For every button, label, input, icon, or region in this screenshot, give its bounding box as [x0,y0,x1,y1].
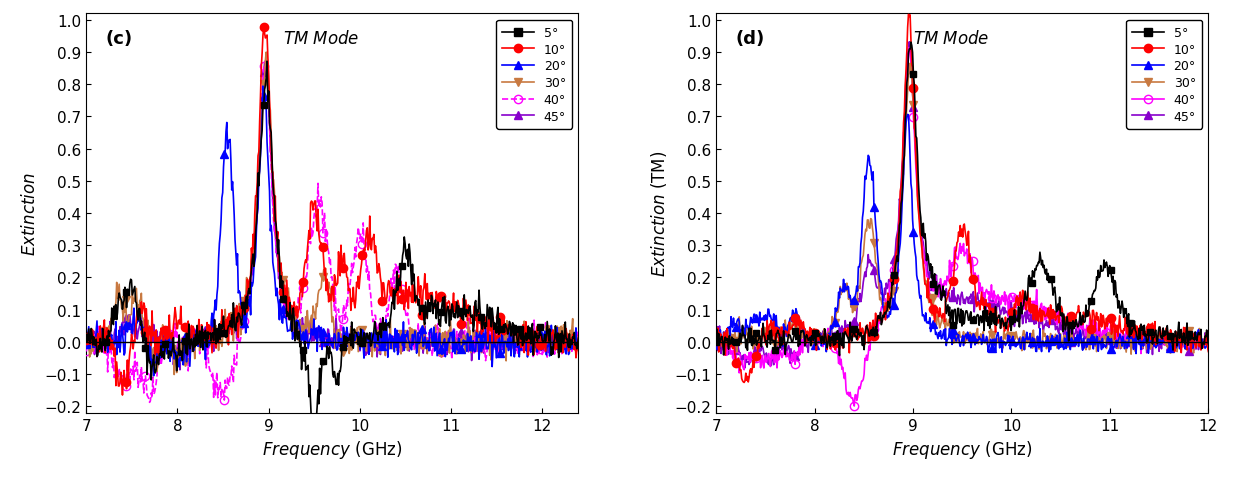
X-axis label: $\it{Frequency}$ (GHz): $\it{Frequency}$ (GHz) [891,438,1032,460]
Legend: 5°, 10°, 20°, 30°, 40°, 45°: 5°, 10°, 20°, 30°, 40°, 45° [496,21,572,130]
Text: (c): (c) [106,30,133,48]
Y-axis label: $\it{Extinction}$ (TM): $\it{Extinction}$ (TM) [649,151,670,276]
X-axis label: $\it{Frequency}$ (GHz): $\it{Frequency}$ (GHz) [263,438,403,460]
Legend: 5°, 10°, 20°, 30°, 40°, 45°: 5°, 10°, 20°, 30°, 40°, 45° [1126,21,1202,130]
Text: $\it{TM\ Mode}$: $\it{TM\ Mode}$ [284,30,360,48]
Text: $\it{TM\ Mode}$: $\it{TM\ Mode}$ [914,30,990,48]
Text: (d): (d) [736,30,766,48]
Y-axis label: $\it{Extinction}$: $\it{Extinction}$ [21,172,39,255]
